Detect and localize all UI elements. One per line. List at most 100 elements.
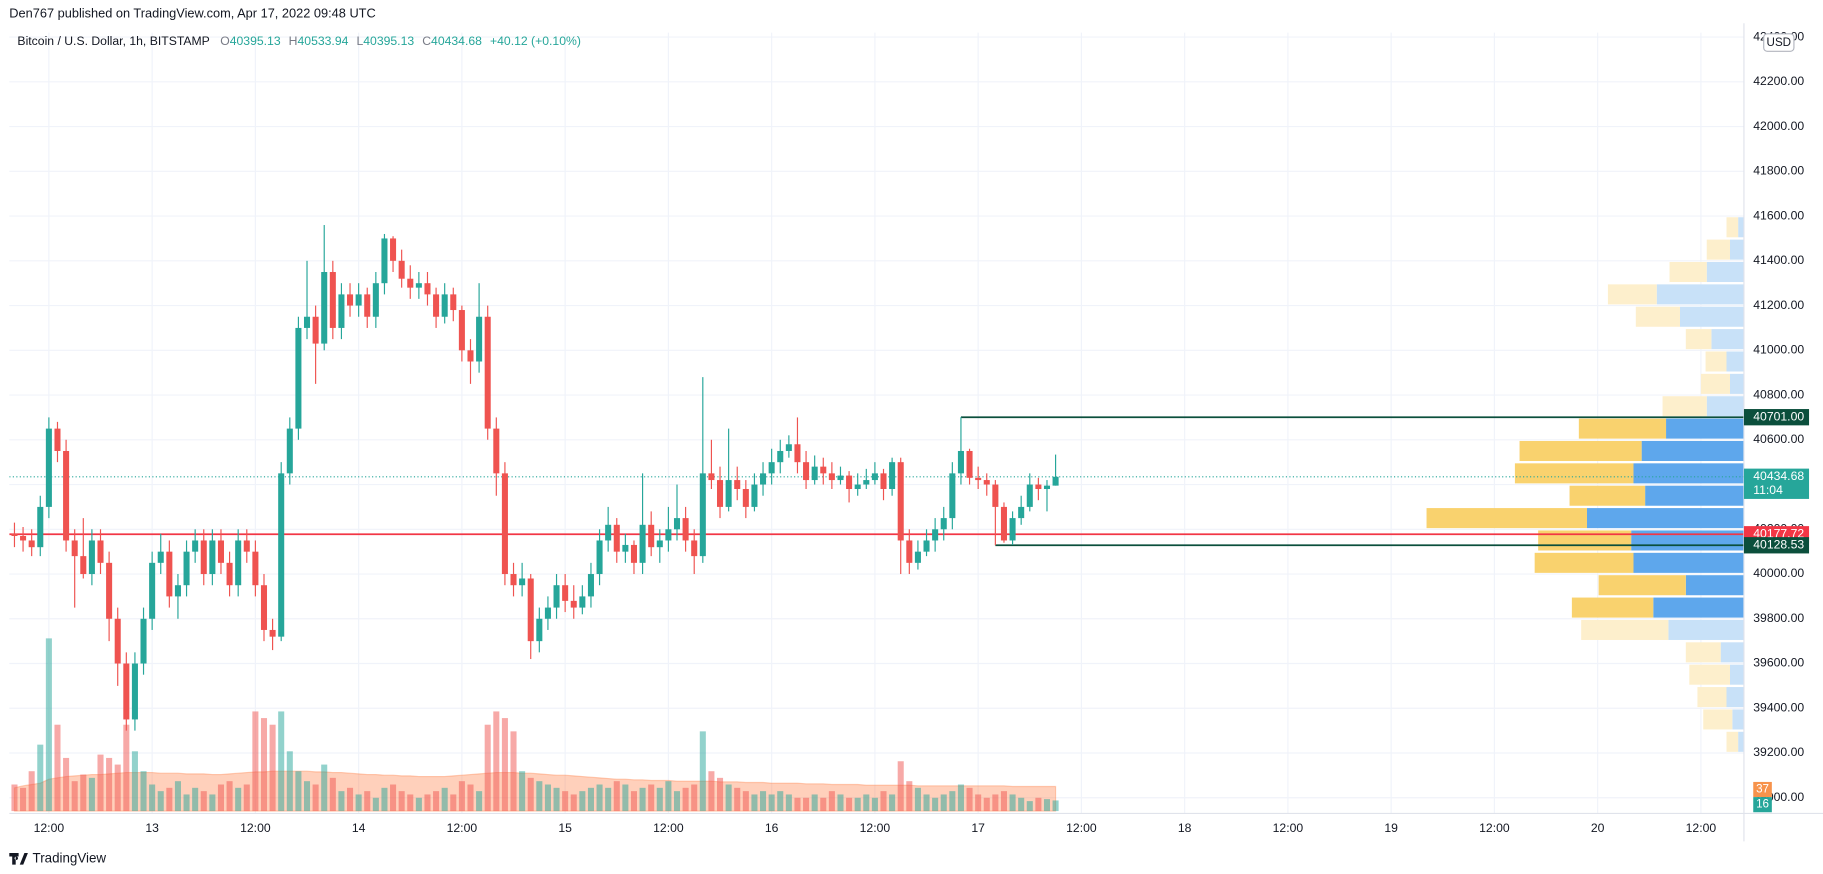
price-line-label: 40701.00 (1753, 409, 1804, 423)
profile-down (1571, 597, 1654, 618)
volume-label: 16 (1756, 798, 1769, 811)
volume-bar (484, 724, 491, 812)
candle-body (725, 480, 732, 507)
volume-bar (364, 791, 371, 812)
volume-ma-label: 37 (1756, 783, 1769, 796)
volume-bar (510, 731, 517, 812)
volume-bar (20, 787, 27, 812)
candle-body (390, 238, 397, 261)
volume-bar (725, 784, 732, 812)
candle-body (217, 540, 224, 563)
candle-body (1000, 506, 1007, 541)
candle-body (828, 473, 835, 481)
volume-bar (622, 784, 629, 812)
candle-body (209, 540, 216, 575)
candle-body (699, 473, 706, 557)
price-line-badge (1743, 537, 1810, 554)
candle-body (811, 466, 818, 481)
volume-bar (1000, 791, 1007, 812)
publisher: Den767 published on TradingView.com, Apr… (9, 5, 375, 20)
profile-up (1586, 508, 1744, 529)
volume-bar (458, 781, 465, 812)
x-tick-label: 12:00 (1273, 821, 1304, 835)
candle-body (794, 444, 801, 463)
candle-body (777, 450, 784, 463)
volume-bar (768, 794, 775, 812)
candle-body (45, 428, 52, 507)
volume-bar (433, 791, 440, 812)
candle-body (347, 294, 354, 306)
x-tick-label: 12:00 (1066, 821, 1097, 835)
profile-down (1581, 619, 1669, 640)
candle-body (37, 506, 44, 548)
profile-down (1607, 284, 1657, 305)
profile-up (1706, 261, 1744, 283)
candle-body (923, 540, 930, 552)
volume-bar (742, 791, 749, 812)
candle-body (639, 524, 646, 563)
candle-body (708, 473, 715, 481)
candle-body (243, 540, 250, 552)
volume-bar (613, 781, 620, 812)
volume-bar (37, 744, 44, 812)
volume-bar (269, 724, 276, 812)
volume-bar (149, 784, 156, 812)
currency-box[interactable] (1763, 33, 1795, 52)
volume-bar (312, 784, 319, 812)
candle-body (1052, 476, 1059, 486)
volume-bar (11, 784, 18, 812)
profile-down (1534, 552, 1634, 573)
candle-body (286, 428, 293, 474)
volume-bar (777, 791, 784, 812)
currency[interactable]: USD (1767, 36, 1792, 49)
volume-bar (106, 757, 113, 812)
candle-body (415, 283, 422, 288)
volume-bar (192, 787, 199, 812)
candle-body (235, 540, 242, 586)
volume-bar (716, 777, 724, 812)
volume-bar (1026, 801, 1033, 812)
volume-bar (811, 794, 818, 812)
candle-body (467, 350, 474, 362)
volume-bar (467, 784, 474, 812)
y-tick-label: 40800.00 (1753, 387, 1804, 401)
volume-bar (957, 784, 964, 812)
volume-bar (321, 764, 328, 812)
volume-bar (691, 784, 698, 812)
low-value: 40395.13 (363, 34, 414, 48)
volume-bar (174, 781, 181, 812)
volume-bar (157, 791, 164, 812)
candle-body (562, 585, 569, 601)
candle-body (1026, 484, 1033, 507)
candle-body (450, 294, 457, 311)
volume-bar (536, 781, 543, 812)
candle-body (863, 480, 870, 485)
candle-body (932, 529, 939, 541)
candle-body (157, 551, 164, 563)
profile-down (1662, 396, 1707, 417)
volume-bar (639, 787, 646, 812)
volume-bar (97, 754, 104, 812)
volume-bar (587, 787, 594, 812)
candle-body (630, 544, 638, 563)
volume-bar (519, 771, 526, 812)
volume-bar (114, 764, 121, 812)
volume-bar (906, 781, 913, 812)
candle-body (1009, 518, 1016, 541)
volume-bar (785, 794, 792, 812)
volume-bar (605, 787, 612, 812)
profile-down (1685, 642, 1721, 663)
candle-body (846, 475, 853, 490)
candle-body (106, 562, 113, 619)
candle-body (149, 562, 156, 619)
candle-body (587, 574, 594, 597)
candle-body (949, 473, 956, 519)
volume-ma-badge (1753, 781, 1772, 798)
profile-down (1669, 261, 1707, 283)
candle-body (200, 540, 207, 575)
profile-down (1706, 239, 1730, 260)
y-tick-label: 39600.00 (1753, 656, 1804, 670)
profile-up (1666, 418, 1744, 439)
volume-bar (889, 794, 896, 812)
candle-body (269, 629, 276, 637)
